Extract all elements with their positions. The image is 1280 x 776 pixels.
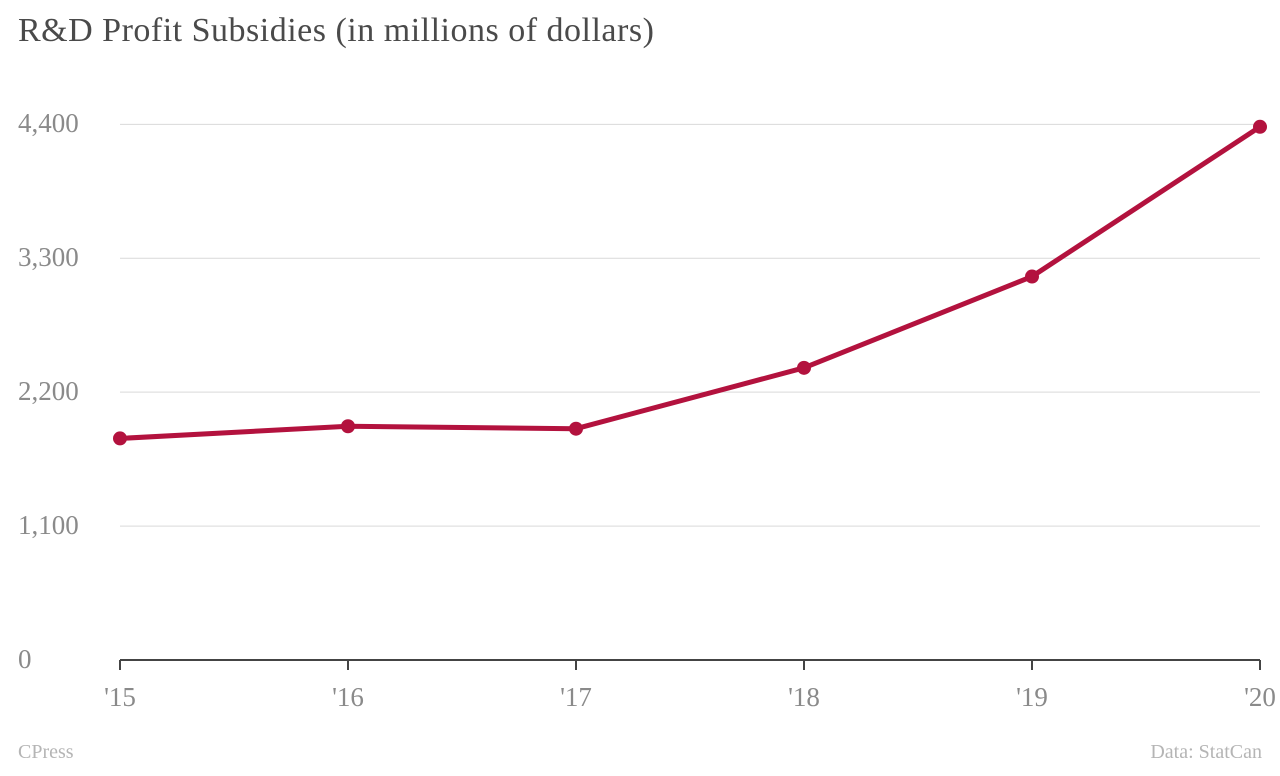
x-tick-label: '18	[788, 682, 820, 713]
y-tick-label: 4,400	[18, 108, 79, 139]
footer-source-left: CPress	[18, 741, 74, 764]
series-marker	[341, 419, 355, 433]
series-marker	[569, 422, 583, 436]
y-tick-label: 1,100	[18, 510, 79, 541]
x-tick-label: '20	[1244, 682, 1276, 713]
series-marker	[113, 431, 127, 445]
y-tick-label: 0	[18, 644, 32, 675]
chart-plot	[0, 0, 1280, 776]
x-tick-label: '16	[332, 682, 364, 713]
series-marker	[1025, 270, 1039, 284]
series-marker	[1253, 120, 1267, 134]
x-tick-label: '17	[560, 682, 592, 713]
footer-source-right: Data: StatCan	[1150, 741, 1262, 764]
x-tick-label: '19	[1016, 682, 1048, 713]
y-tick-label: 3,300	[18, 242, 79, 273]
y-tick-label: 2,200	[18, 376, 79, 407]
series-marker	[797, 361, 811, 375]
chart-container: R&D Profit Subsidies (in millions of dol…	[0, 0, 1280, 776]
x-tick-label: '15	[104, 682, 136, 713]
